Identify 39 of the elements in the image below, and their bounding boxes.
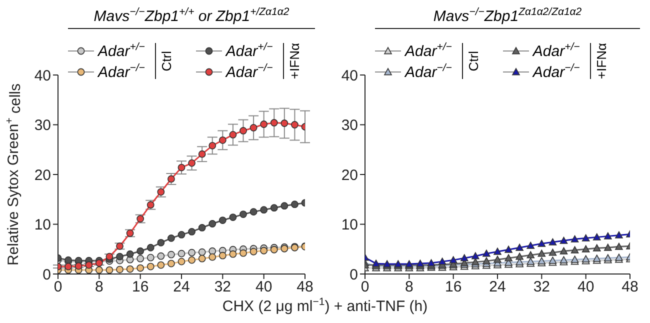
legend-label: Adar$^{+/−}$ xyxy=(226,41,273,60)
text: Ctrl xyxy=(466,50,481,72)
x-tick-label: 8 xyxy=(94,278,104,296)
x-tick-label: 16 xyxy=(132,278,149,296)
x-tick-label: 48 xyxy=(622,278,638,296)
y-tick-label: 40 xyxy=(34,67,51,84)
y-tick-label: 40 xyxy=(341,67,358,84)
legend-label: Adar$^{−/−}$ xyxy=(98,62,145,81)
legend-label: Adar$^{−/−}$ xyxy=(405,62,452,81)
y-tick-label: 0 xyxy=(42,266,51,284)
y-tick-label: 20 xyxy=(341,166,358,184)
x-tick-label: 32 xyxy=(214,278,232,296)
annotation: +IFNα xyxy=(594,42,609,80)
chart-title: Mavs$^{−/−}$Zbp1$^{Zα1α2/Zα1α2}$ xyxy=(433,6,582,25)
y-tick-label: 0 xyxy=(350,266,358,284)
x-tick-label: 24 xyxy=(489,278,506,296)
x-axis-title: CHX (2 μg ml$^{−1}$) + anti-TNF (h) xyxy=(222,296,428,315)
x-tick-label: 24 xyxy=(173,278,190,296)
x-tick-label: 0 xyxy=(360,278,370,296)
x-tick-label: 8 xyxy=(404,278,414,296)
x-tick-label: 48 xyxy=(296,278,314,296)
x-tick-label: 40 xyxy=(255,278,272,296)
annotation: +IFNα xyxy=(286,42,302,80)
y-tick-label: 10 xyxy=(34,216,51,234)
legend-label: Adar$^{−/−}$ xyxy=(532,62,580,81)
legend-label: Adar$^{−/−}$ xyxy=(226,62,273,81)
text: Ctrl xyxy=(158,50,174,72)
legend-label: Adar$^{+/−}$ xyxy=(405,41,452,60)
legend-label: Adar$^{+/−}$ xyxy=(532,41,580,60)
x-tick-label: 16 xyxy=(444,278,462,296)
y-tick-label: 10 xyxy=(341,216,358,234)
x-tick-label: 0 xyxy=(54,278,62,296)
x-tick-label: 40 xyxy=(577,278,594,296)
legend-label: Adar$^{+/−}$ xyxy=(98,41,145,60)
chart-title: Mavs$^{−/−}$Zbp1$^{+/+}$ or Zbp1$^{+/Zα1α2}$ xyxy=(94,6,290,25)
y-tick-label: 30 xyxy=(341,117,358,134)
y-tick-label: 30 xyxy=(34,117,51,134)
y-tick-label: 20 xyxy=(34,166,51,184)
x-tick-label: 32 xyxy=(533,278,550,296)
